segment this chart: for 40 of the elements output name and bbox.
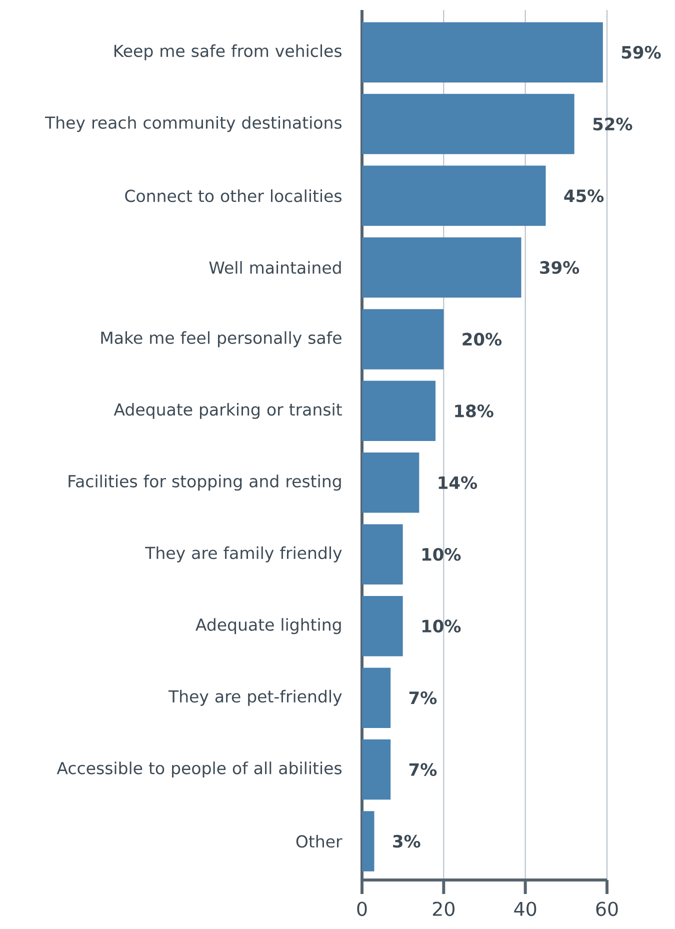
data-label: 45% — [564, 189, 604, 202]
y-tick-label: Make me feel personally safe — [101, 331, 342, 348]
bar — [362, 596, 403, 656]
data-label: 52% — [593, 118, 632, 130]
bar — [362, 811, 374, 872]
data-label: 7% — [409, 763, 437, 776]
data-label: 7% — [409, 691, 437, 704]
y-tick-label: Adequate parking or transit — [114, 402, 342, 419]
bar — [362, 668, 391, 728]
y-tick-label: Connect to other localities — [125, 189, 342, 202]
y-tick-label: They are pet-friendly — [168, 690, 342, 706]
data-label: 3% — [393, 834, 420, 848]
data-label: 18% — [455, 404, 494, 418]
bar — [362, 524, 403, 585]
y-tick-label: Other — [296, 834, 342, 848]
bar — [362, 94, 574, 154]
data-label: 59% — [622, 46, 661, 59]
y-tick-label: Accessible to people of all abilities — [56, 762, 342, 778]
y-tick-label: Well maintained — [209, 261, 341, 274]
y-tick-label: Keep me safe from vehicles — [114, 44, 342, 60]
data-label: 10% — [422, 548, 461, 561]
data-label: 39% — [540, 261, 580, 274]
x-tick-label: 40 — [514, 902, 536, 916]
bar — [362, 309, 444, 370]
y-tick-label: They reach community destinations — [44, 116, 342, 132]
x-tick-label: 20 — [432, 902, 454, 916]
y-tick-label: They are family friendly — [145, 546, 342, 562]
bar — [362, 166, 546, 226]
y-tick-label: Adequate lighting — [196, 618, 341, 634]
x-tick-label: 60 — [596, 902, 618, 916]
bar — [362, 452, 420, 513]
bar — [362, 739, 391, 800]
bar — [362, 22, 603, 82]
data-label: 20% — [462, 332, 502, 346]
bar — [362, 380, 436, 442]
bar — [362, 237, 522, 298]
y-tick-label: Facilities for stopping and resting — [68, 474, 341, 491]
x-tick-label: 0 — [357, 902, 367, 916]
data-label: 10% — [422, 620, 461, 633]
data-label: 14% — [438, 476, 478, 490]
